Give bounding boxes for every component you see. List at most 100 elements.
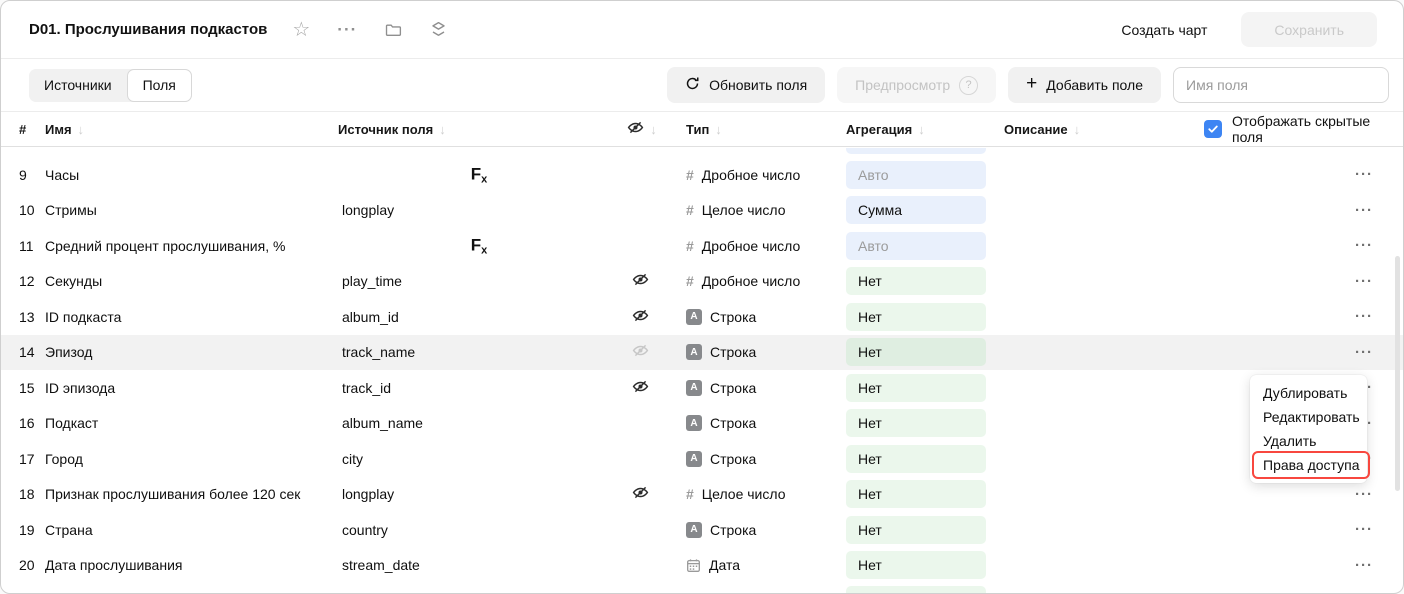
field-source: album_id	[338, 309, 620, 325]
field-type: # A Дробное число	[670, 238, 828, 254]
formula-icon: Fx	[470, 235, 488, 257]
eye-crossed-icon[interactable]	[632, 342, 649, 362]
table-row[interactable]: 13 ID подкаста album_id # A Строка Нет ·…	[1, 299, 1403, 335]
table-row[interactable]: 17 Город city # A Строка Нет ···	[1, 441, 1403, 477]
help-question-icon: ?	[959, 75, 979, 95]
row-menu-icon[interactable]: ···	[1355, 201, 1373, 219]
preview-button[interactable]: Предпросмотр ?	[837, 67, 997, 103]
row-menu-icon[interactable]: ···	[1355, 166, 1373, 184]
aggregation-select[interactable]: Нет	[846, 409, 986, 438]
number-type-icon: #	[686, 166, 694, 183]
field-type: # A Строка	[670, 379, 828, 396]
row-menu-icon[interactable]: ···	[1355, 343, 1373, 361]
table-row[interactable]: 19 Страна country # A Строка Нет ···	[1, 512, 1403, 548]
context-menu-item[interactable]: Дублировать	[1263, 385, 1348, 401]
field-aggregation: Нет	[828, 515, 1004, 544]
field-name: Стримы	[45, 202, 97, 219]
refresh-fields-label: Обновить поля	[709, 77, 808, 93]
create-chart-button[interactable]: Создать чарт	[1115, 21, 1213, 39]
number-type-icon: #	[686, 202, 694, 219]
sort-arrow-icon: ↓	[1073, 121, 1081, 137]
table-row[interactable]: 12 Секунды play_time # A Дробное число Н…	[1, 264, 1403, 300]
column-header-description[interactable]: Описание ↓	[1004, 121, 1081, 137]
add-field-button[interactable]: + Добавить поле	[1008, 67, 1161, 103]
source-text: longplay	[342, 486, 395, 503]
source-text: album_name	[342, 415, 423, 432]
row-menu-icon[interactable]: ···	[1355, 556, 1373, 574]
aggregation-select[interactable]: Нет	[846, 444, 986, 473]
row-number: 13	[19, 308, 35, 325]
source-text: track_id	[342, 379, 392, 396]
field-type: # A Строка	[670, 521, 828, 538]
vertical-scrollbar-thumb[interactable]	[1395, 256, 1400, 491]
column-header-number: #	[19, 121, 27, 137]
field-type-label: Дробное число	[701, 237, 801, 254]
context-menu-item[interactable]: Права доступа	[1250, 451, 1370, 479]
aggregation-select[interactable]: Нет	[846, 373, 986, 402]
table-row[interactable]: 14 Эпизод track_name # A Строка Нет ···	[1, 334, 1403, 370]
field-name-input[interactable]	[1173, 67, 1389, 103]
eye-crossed-icon[interactable]	[632, 271, 649, 291]
title-bar: D01. Прослушивания подкастов ☆ ··· Созда…	[1, 1, 1403, 59]
column-header-source[interactable]: Источник поля ↓	[338, 121, 446, 137]
folder-icon[interactable]	[384, 21, 402, 39]
show-hidden-fields-checkbox[interactable]	[1204, 120, 1222, 138]
context-menu-item[interactable]: Редактировать	[1263, 409, 1360, 425]
table-body: 9 Часы Fx # A Дробное число Авто ··· 10	[1, 147, 1403, 583]
column-header-name[interactable]: Имя ↓	[45, 121, 85, 137]
table-row[interactable]: 15 ID эпизода track_id # A Строка Нет ··…	[1, 370, 1403, 406]
field-name: ID эпизода	[45, 379, 116, 396]
hidden-field-cell	[620, 271, 670, 291]
field-name: Дата прослушивания	[45, 557, 183, 574]
row-number: 10	[19, 202, 35, 219]
aggregation-select[interactable]: Нет	[846, 515, 986, 544]
aggregation-select[interactable]: Авто	[846, 160, 986, 189]
row-menu-icon[interactable]: ···	[1355, 308, 1373, 326]
row-menu-icon[interactable]: ···	[1355, 521, 1373, 539]
aggregation-select[interactable]: Авто	[846, 231, 986, 260]
table-row[interactable]: 20 Дата прослушивания stream_date # A Да…	[1, 548, 1403, 584]
favorite-star-icon[interactable]: ☆	[292, 18, 311, 41]
show-hidden-fields-control: Отображать скрытые поля	[1204, 113, 1403, 145]
table-row[interactable]: 18 Признак прослушивания более 120 сек l…	[1, 477, 1403, 513]
dataset-layers-icon[interactable]	[429, 20, 448, 39]
number-type-icon: #	[686, 237, 694, 254]
eye-crossed-icon[interactable]	[632, 378, 649, 398]
table-row[interactable]: 9 Часы Fx # A Дробное число Авто ···	[1, 157, 1403, 193]
row-menu-icon[interactable]: ···	[1355, 485, 1373, 503]
refresh-fields-button[interactable]: Обновить поля	[667, 67, 826, 103]
field-type: # A Строка	[670, 344, 828, 361]
context-menu-item[interactable]: Удалить	[1263, 433, 1317, 449]
column-header-hidden[interactable]: ↓	[620, 119, 670, 139]
title-icons: ☆ ···	[292, 20, 448, 40]
aggregation-select[interactable]: Нет	[846, 267, 986, 296]
string-type-icon: A	[686, 521, 702, 538]
more-actions-icon[interactable]: ···	[337, 19, 358, 39]
preview-label: Предпросмотр	[855, 77, 951, 93]
field-aggregation: Нет	[828, 267, 1004, 296]
title-bar-actions: Создать чарт Сохранить	[1115, 12, 1377, 47]
table-row[interactable]: 16 Подкаст album_name # A Строка Нет ···	[1, 406, 1403, 442]
column-header-type[interactable]: Тип ↓	[686, 121, 722, 137]
row-menu-icon[interactable]: ···	[1355, 272, 1373, 290]
column-header-aggregation[interactable]: Агрегация ↓	[846, 121, 925, 137]
field-type-label: Строка	[710, 344, 757, 361]
eye-crossed-icon[interactable]	[632, 484, 649, 504]
show-hidden-fields-label: Отображать скрытые поля	[1232, 113, 1371, 145]
save-button[interactable]: Сохранить	[1241, 12, 1377, 47]
row-menu-icon[interactable]: ···	[1355, 237, 1373, 255]
table-row[interactable]: 10 Стримы longplay # A Целое число Сумма…	[1, 193, 1403, 229]
aggregation-select[interactable]: Нет	[846, 302, 986, 331]
string-type-icon: A	[686, 308, 702, 325]
sort-arrow-icon: ↓	[918, 121, 925, 137]
aggregation-select[interactable]: Нет	[846, 551, 986, 580]
table-row[interactable]: 11 Средний процент прослушивания, % Fx #…	[1, 228, 1403, 264]
field-type-label: Целое число	[701, 486, 786, 503]
aggregation-select[interactable]: Нет	[846, 338, 986, 367]
tab-inactive[interactable]: Источники	[44, 77, 112, 93]
aggregation-select[interactable]: Сумма	[846, 196, 986, 225]
field-type-label: Строка	[710, 308, 757, 325]
tab-active[interactable]: Поля	[126, 68, 192, 102]
aggregation-select[interactable]: Нет	[846, 480, 986, 509]
eye-crossed-icon[interactable]	[632, 307, 649, 327]
